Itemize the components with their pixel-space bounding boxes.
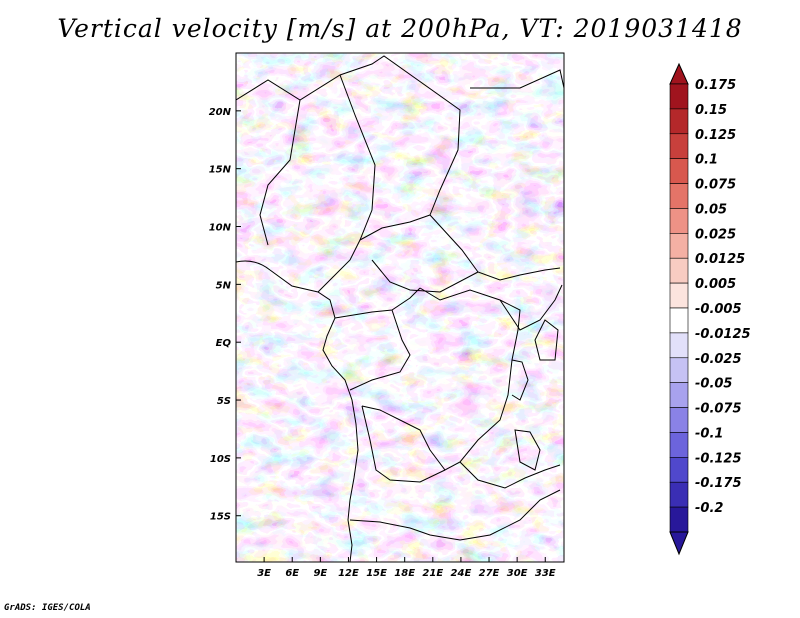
lat-tick-label: 15S: [210, 512, 231, 523]
lake-tanganyika: [511, 359, 529, 401]
border-great-lakes: [499, 284, 563, 331]
border-egypt: [470, 69, 564, 89]
longitude-axis: 3E 6E 9E 12E 15E 18E 21E 24E 27E 30E 33E: [257, 557, 556, 579]
lon-tick-label: 6E: [285, 568, 299, 579]
colorbar-label: -0.005: [695, 302, 742, 317]
colorbar-label: -0.075: [695, 402, 742, 417]
colorbar-label: 0.05: [695, 202, 727, 217]
colorbar-swatch: [669, 183, 689, 209]
colorbar-label: -0.025: [695, 352, 742, 367]
lon-tick-label: 21E: [422, 568, 443, 579]
credit-label: GrADS: IGES/COLA: [4, 603, 91, 613]
border-car-sudan: [359, 214, 561, 281]
border-north: [236, 55, 461, 216]
colorbar-swatch: [669, 83, 689, 110]
colorbar-label: 0.075: [695, 178, 736, 193]
colorbar-bottom-arrow: [669, 531, 689, 556]
lat-tick-label: 20N: [209, 107, 232, 118]
colorbar-label: 0.0125: [695, 252, 745, 267]
lake-victoria: [534, 319, 559, 361]
colorbar-swatch: [669, 108, 689, 135]
colorbar-swatch: [669, 457, 689, 483]
colorbar-swatch: [669, 481, 689, 508]
lat-tick-label: 15N: [209, 165, 232, 176]
colorbar-label: -0.125: [695, 451, 742, 466]
map-plot-area: [235, 52, 565, 563]
colorbar-swatch: [669, 506, 689, 533]
colorbar-label: -0.175: [695, 476, 742, 491]
lon-tick-label: 18E: [394, 568, 415, 579]
colorbar: 0.175 0.15 0.125 0.1 0.075 0.05 0.025 0.0125 0.0…: [669, 62, 751, 556]
colorbar-swatch: [669, 282, 689, 309]
vertical-velocity-field: [236, 53, 564, 562]
lake-malawi: [514, 429, 541, 471]
colorbar-swatch: [669, 382, 689, 408]
colorbar-label: -0.2: [695, 501, 723, 516]
colorbar-swatch: [669, 233, 689, 259]
lat-tick-label: 10S: [210, 454, 231, 465]
lon-tick-label: 15E: [366, 568, 387, 579]
colorbar-label: -0.05: [695, 377, 732, 392]
coastline: [236, 260, 359, 562]
colorbar-swatch: [669, 307, 689, 334]
border-chad: [317, 74, 376, 293]
colorbar-label: -0.0125: [695, 327, 751, 342]
country-borders: [236, 55, 564, 562]
lat-tick-label: 5S: [217, 396, 231, 407]
colorbar-swatch: [669, 257, 689, 284]
border-drc-east: [361, 287, 521, 471]
colorbar-swatch: [669, 407, 689, 433]
colorbar-swatch: [669, 432, 689, 458]
colorbar-swatch: [669, 133, 689, 159]
lon-tick-label: 27E: [479, 568, 500, 579]
lon-tick-label: 12E: [338, 568, 359, 579]
border-zambia: [459, 461, 561, 489]
colorbar-swatch: [669, 208, 689, 234]
plot-frame: [235, 52, 565, 563]
colorbar-label: 0.175: [695, 78, 736, 93]
lon-tick-label: 33E: [535, 568, 556, 579]
colorbar-top-arrow: [669, 62, 689, 85]
map-title: Vertical velocity [m/s] at 200hPa, VT: 2…: [57, 14, 743, 43]
lat-tick-label: 5N: [216, 280, 232, 291]
lat-tick-label: 10N: [209, 223, 232, 234]
lon-tick-label: 9E: [313, 568, 327, 579]
lon-tick-label: 3E: [257, 568, 271, 579]
border-west-sahel: [259, 99, 301, 246]
colorbar-label: 0.005: [695, 277, 736, 292]
lat-tick-label: EQ: [216, 338, 232, 349]
colorbar-label: 0.15: [695, 103, 727, 118]
colorbar-label: 0.1: [695, 153, 718, 168]
colorbar-swatch: [669, 332, 689, 359]
colorbar-swatch: [669, 357, 689, 383]
border-angola: [361, 405, 446, 483]
border-drc-west: [349, 309, 411, 391]
lon-tick-label: 30E: [507, 568, 528, 579]
colorbar-label: -0.1: [695, 426, 723, 441]
colorbar-swatch: [669, 158, 689, 184]
border-namibia: [349, 489, 561, 541]
border-car-drc: [371, 259, 479, 293]
latitude-axis: 20N 15N 10N 5N EQ 5S 10S 15S: [209, 107, 241, 523]
colorbar-label: 0.125: [695, 128, 736, 143]
colorbar-label: 0.025: [695, 227, 736, 242]
lon-tick-label: 24E: [451, 568, 472, 579]
